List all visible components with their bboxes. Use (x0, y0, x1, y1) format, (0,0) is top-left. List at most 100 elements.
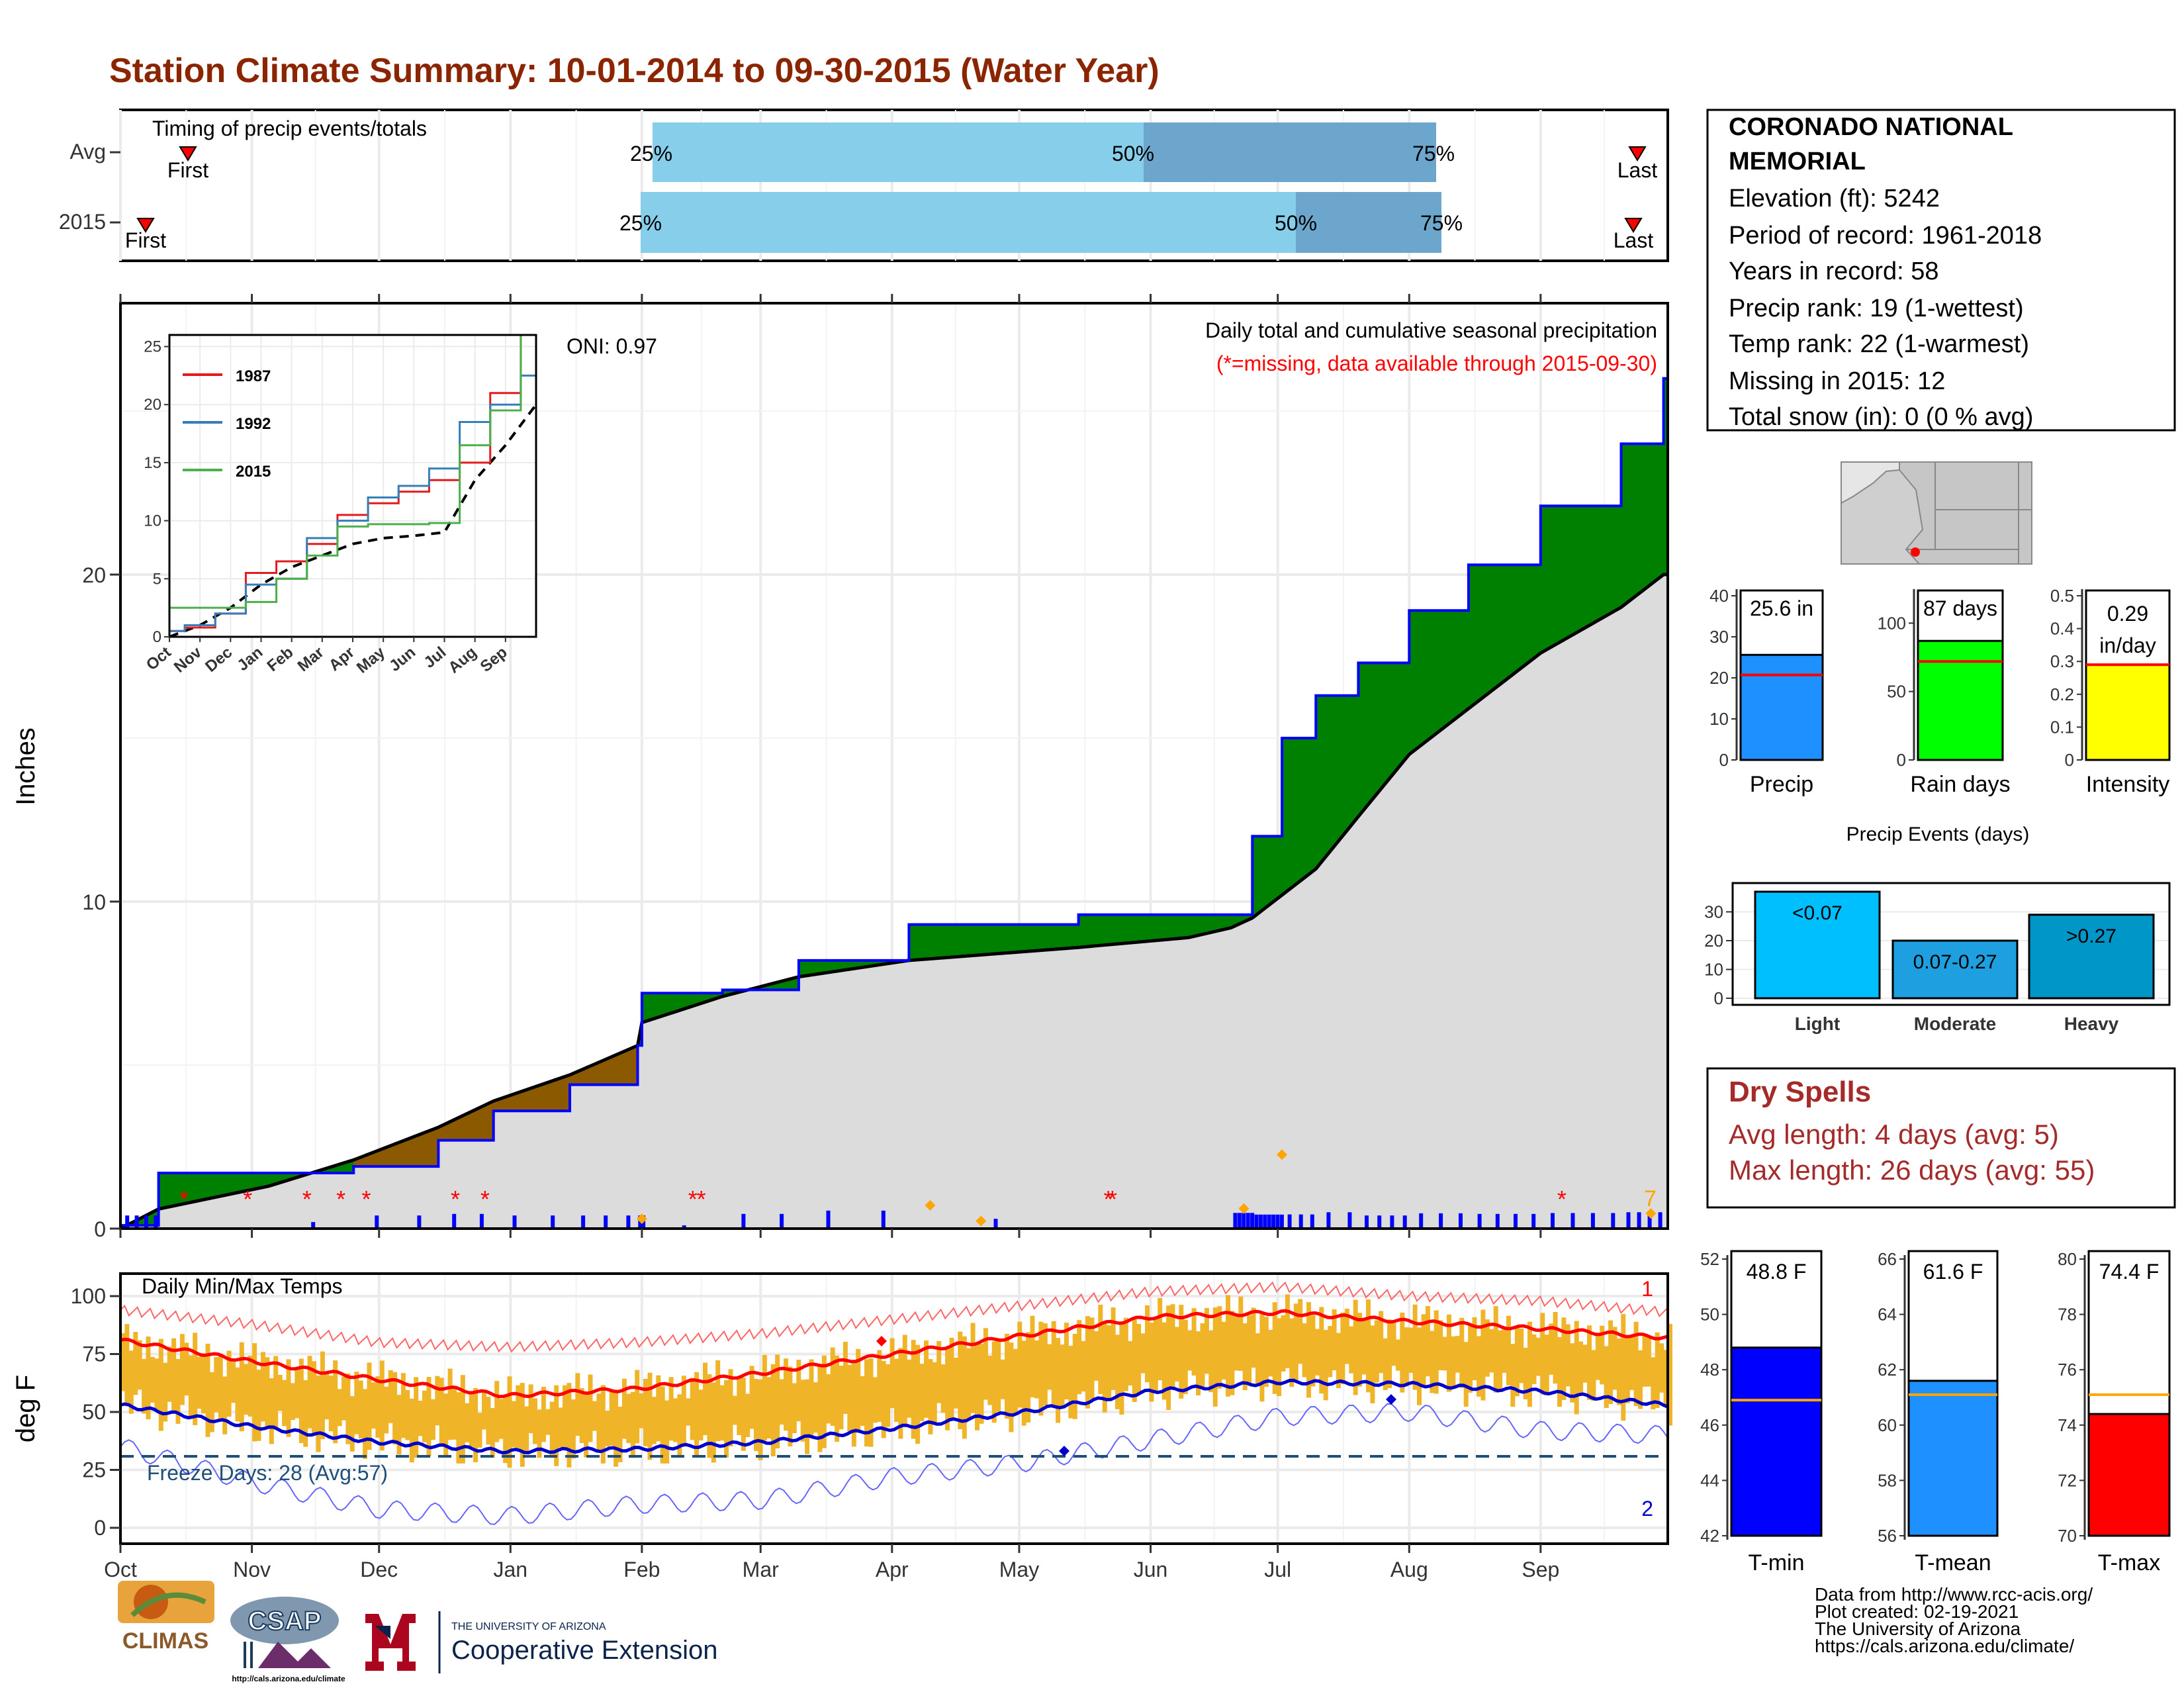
missing-marker: * (302, 1186, 312, 1213)
daily-precip-bar (1477, 1213, 1482, 1229)
summary-ytick: 0.2 (2050, 684, 2074, 704)
missing-marker: * (480, 1186, 490, 1213)
max-record-marker (876, 1336, 887, 1346)
daily-precip-bar (1242, 1213, 1246, 1229)
inset-ytick: 20 (144, 396, 161, 414)
station-name-line2: MEMORIAL (1729, 148, 1866, 175)
daily-precip-bar (1590, 1213, 1595, 1229)
month-tick-jun: Jun (1134, 1558, 1168, 1581)
events-bar-label: 0.07-0.27 (1913, 951, 1997, 973)
temp-summary-ytick: 46 (1700, 1415, 1719, 1435)
daily-precip-bar (1275, 1214, 1280, 1229)
daily-precip-bar (1326, 1212, 1331, 1229)
temp-summary-value: 61.6 F (1923, 1260, 1983, 1284)
precip-corner-label: 7 (1644, 1186, 1657, 1211)
timing-panel: Timing of precip events/totals Avg 2015 … (59, 109, 1669, 262)
temp-ytick: 50 (82, 1400, 106, 1424)
timing-avg-25-50-bar (653, 122, 1144, 182)
ua-big-text: Cooperative Extension (451, 1636, 717, 1665)
precip-ytick-10: 10 (82, 890, 106, 914)
daily-precip-bar (1250, 1213, 1255, 1229)
inset-ytick: 5 (153, 570, 161, 588)
record-diamond (925, 1199, 936, 1211)
daily-precip-bar (1626, 1212, 1631, 1229)
summary-ytick: 0.4 (2050, 619, 2074, 639)
precip-note: Daily total and cumulative seasonal prec… (1205, 318, 1657, 342)
daily-precip-bar (1246, 1213, 1250, 1229)
summary-bar-intensity (2085, 663, 2171, 761)
summary-value-label: 87 days (1923, 596, 1997, 620)
month-tick-mar: Mar (743, 1558, 779, 1581)
daily-precip-bar (604, 1215, 608, 1229)
record-diamond (976, 1215, 987, 1227)
summary-ytick: 30 (1709, 627, 1729, 647)
daily-precip-bar (125, 1215, 130, 1229)
avg-cumulative-area (120, 575, 1668, 1229)
record-diamond (1645, 1208, 1657, 1219)
summary-ytick: 50 (1887, 682, 1906, 702)
temp-ytick: 75 (82, 1342, 106, 1366)
station-period: Period of record: 1961-2018 (1729, 222, 2042, 250)
daily-precip-bar (417, 1215, 422, 1229)
temp-corner-top: 1 (1641, 1277, 1653, 1301)
daily-precip-bar (1365, 1215, 1369, 1229)
credit-line-2: Plot created: 02-19-2021 (1815, 1601, 2019, 1622)
summary-value-label: in/day (2099, 633, 2156, 657)
inset-2015-line (169, 334, 536, 609)
inset-ytick: 0 (153, 628, 161, 646)
daily-precip-bar (1390, 1215, 1394, 1229)
inset-ytick: 10 (144, 512, 161, 530)
temp-panel: Daily Min/Max Temps Freeze Days: 28 (Avg… (11, 294, 1672, 1581)
daily-precip-bar (741, 1213, 746, 1229)
daily-precip-bar (1514, 1213, 1518, 1229)
missing-marker: * (243, 1186, 252, 1213)
oni-label: ONI: 0.97 (567, 334, 657, 358)
station-precip-rank: Precip rank: 19 (1-wettest) (1729, 295, 2024, 322)
month-tick-feb: Feb (623, 1558, 660, 1581)
record-min-line (120, 1403, 1668, 1525)
missing-marker: * (688, 1186, 698, 1213)
summary-ytick: 0 (1897, 750, 1906, 770)
daily-precip-bar (881, 1210, 886, 1229)
missing-note: (*=missing, data available through 2015-… (1216, 352, 1657, 375)
month-tick-jan: Jan (494, 1558, 528, 1581)
daily-precip-bar (311, 1222, 316, 1229)
summary-category-label: Rain days (1910, 772, 2010, 797)
first-marker-2015 (136, 218, 155, 233)
station-info-box: CORONADO NATIONAL MEMORIAL Elevation (ft… (1706, 109, 2176, 432)
last-label-avg: Last (1617, 158, 1658, 182)
record-diamond (1238, 1203, 1250, 1214)
daily-precip-bar (1298, 1214, 1303, 1229)
daily-precip-bar (1233, 1213, 1238, 1229)
temp-summary-ytick: 60 (1878, 1415, 1897, 1435)
temp-summary-ytick: 64 (1878, 1305, 1897, 1325)
above-avg-area (120, 378, 1668, 1229)
summary-ytick: 100 (1878, 613, 1906, 633)
temp-ylabel: deg F (11, 1375, 40, 1442)
daily-precip-bar (1402, 1215, 1407, 1229)
daily-precip-bar (626, 1215, 631, 1229)
month-tick-apr: Apr (876, 1558, 909, 1581)
daily-precip-bar (1459, 1213, 1463, 1229)
avg-max-line (120, 1309, 1668, 1399)
inset-ytick: 25 (144, 338, 161, 356)
temp-label: Daily Min/Max Temps (142, 1274, 342, 1298)
ua-logo: THE UNIVERSITY OF ARIZONA Cooperative Ex… (365, 1611, 717, 1673)
inset-ytick: 15 (144, 454, 161, 472)
temp-summary-ytick: 50 (1700, 1305, 1719, 1325)
events-bar-label: >0.27 (2066, 925, 2116, 947)
station-elevation: Elevation (ft): 5242 (1729, 185, 1940, 212)
pct25-label-2015: 25% (619, 211, 662, 235)
summary-category-label: Intensity (2086, 772, 2170, 797)
precip-ylabel: Inches (11, 727, 40, 806)
month-tick-dec: Dec (360, 1558, 398, 1581)
missing-marker: * (451, 1186, 460, 1213)
credits: Data from http://www.rcc-acis.org/ Plot … (1815, 1584, 2093, 1656)
first-marker-avg (179, 146, 197, 162)
summary-ytick: 20 (1709, 668, 1729, 688)
daily-precip-bar (375, 1215, 379, 1229)
temp-summary-ytick: 52 (1700, 1249, 1719, 1269)
events-ytick: 10 (1704, 960, 1723, 980)
temp-summary-category: T-min (1749, 1550, 1805, 1575)
missing-markers: * * * * * * * ** ** * (179, 1186, 1567, 1213)
